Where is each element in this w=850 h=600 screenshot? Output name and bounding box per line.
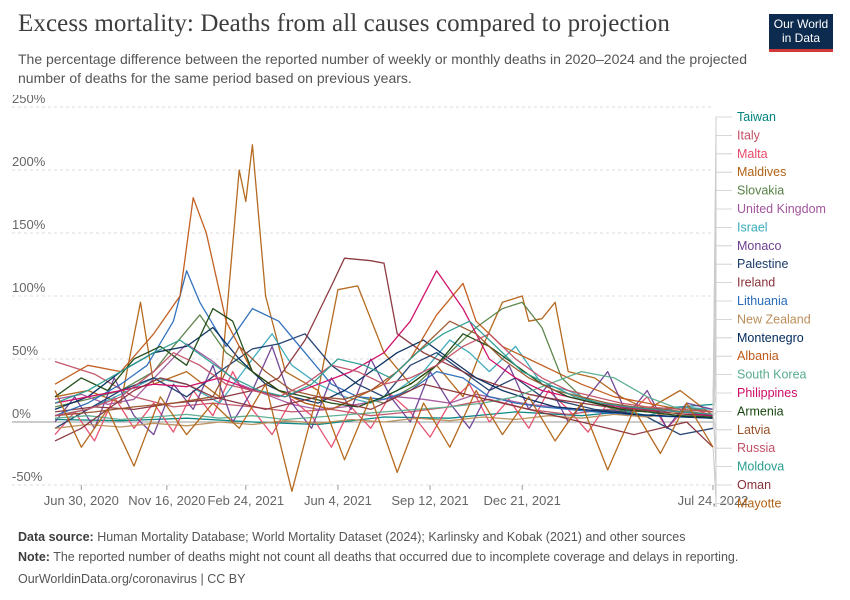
series-line xyxy=(54,270,714,417)
x-tick-label: Nov 16, 2020 xyxy=(128,493,205,508)
legend-label[interactable]: Taiwan xyxy=(737,110,776,124)
legend-label[interactable]: New Zealand xyxy=(737,312,811,326)
logo-line-2: in Data xyxy=(781,31,821,45)
legend-label[interactable]: Slovakia xyxy=(737,184,784,198)
y-axis-ticks: -50% 0% 50% 100% 150% 200% 250% xyxy=(12,95,46,484)
legend-label[interactable]: Palestine xyxy=(737,257,788,271)
chart-subtitle: The percentage difference between the re… xyxy=(18,51,748,86)
y-tick-label: 150% xyxy=(12,217,46,232)
legend: Taiwan Italy Malta Maldives Slovakia United K… xyxy=(712,110,826,510)
legend-label[interactable]: Lithuania xyxy=(737,294,788,308)
y-tick-label: -50% xyxy=(12,469,43,484)
legend-label[interactable]: United Kingdom xyxy=(737,202,826,216)
legend-label[interactable]: Albania xyxy=(737,349,779,363)
x-tick-label: Jun 30, 2020 xyxy=(44,493,119,508)
note-text: The reported number of deaths might not … xyxy=(49,550,739,564)
line-chart: -50% 0% 50% 100% 150% 200% 250% Jun 30, 2020 No… xyxy=(12,95,826,510)
series-line xyxy=(54,333,714,417)
owid-logo[interactable]: Our World in Data xyxy=(769,14,833,52)
legend-connector xyxy=(712,447,732,504)
legend-label[interactable]: Russia xyxy=(737,441,775,455)
legend-connector xyxy=(712,411,732,449)
chart-note: Note: The reported number of deaths migh… xyxy=(18,550,738,564)
data-source: Data source: Human Mortality Database; W… xyxy=(18,530,685,544)
note-label: Note: xyxy=(18,550,50,564)
chart-title: Excess mortality: Deaths from all causes… xyxy=(18,10,670,37)
legend-label[interactable]: Oman xyxy=(737,478,771,492)
legend-label[interactable]: Ireland xyxy=(737,276,775,290)
legend-label[interactable]: Latvia xyxy=(737,423,770,437)
data-source-label: Data source: xyxy=(18,530,94,544)
legend-label[interactable]: Italy xyxy=(737,128,761,142)
y-tick-label: 200% xyxy=(12,154,46,169)
series-line xyxy=(54,320,714,416)
credit-link[interactable]: OurWorldinData.org/coronavirus | CC BY xyxy=(18,572,246,586)
series-line xyxy=(54,411,714,429)
legend-connector xyxy=(712,374,732,416)
y-tick-label: 0% xyxy=(12,406,31,421)
series-line xyxy=(54,370,714,421)
series-line xyxy=(54,326,714,419)
legend-connector xyxy=(712,392,732,416)
y-tick-label: 100% xyxy=(12,280,46,295)
x-tick-label: Jul 24, 2022 xyxy=(678,493,749,508)
x-axis-ticks: Jun 30, 2020 Nov 16, 2020 Feb 24, 2021 Jun … xyxy=(44,485,749,508)
x-tick-label: Jun 4, 2021 xyxy=(304,493,372,508)
series-lines xyxy=(54,144,714,492)
series-line xyxy=(54,345,714,436)
y-tick-label: 50% xyxy=(12,343,38,358)
series-line xyxy=(54,383,714,492)
series-line xyxy=(54,197,714,413)
x-tick-label: Dec 21, 2021 xyxy=(484,493,561,508)
series-line xyxy=(54,307,714,418)
legend-label[interactable]: Moldova xyxy=(737,460,784,474)
legend-label[interactable]: Maldives xyxy=(737,165,786,179)
legend-label[interactable]: Malta xyxy=(737,147,768,161)
legend-label[interactable]: Montenegro xyxy=(737,331,804,345)
legend-label[interactable]: Armenia xyxy=(737,404,784,418)
legend-connector xyxy=(712,355,732,412)
series-line xyxy=(54,377,714,448)
legend-connector xyxy=(712,414,732,467)
legend-label[interactable]: Monaco xyxy=(737,239,782,253)
series-line xyxy=(54,370,714,448)
legend-label[interactable]: South Korea xyxy=(737,368,807,382)
legend-label[interactable]: Philippines xyxy=(737,386,797,400)
legend-label[interactable]: Israel xyxy=(737,220,768,234)
x-tick-label: Feb 24, 2021 xyxy=(208,493,285,508)
y-tick-label: 250% xyxy=(12,95,46,106)
legend-connector xyxy=(712,411,732,418)
data-source-text: Human Mortality Database; World Mortalit… xyxy=(93,530,686,544)
logo-line-1: Our World xyxy=(773,17,829,31)
x-tick-label: Sep 12, 2021 xyxy=(391,493,468,508)
legend-label[interactable]: Mayotte xyxy=(737,496,782,510)
